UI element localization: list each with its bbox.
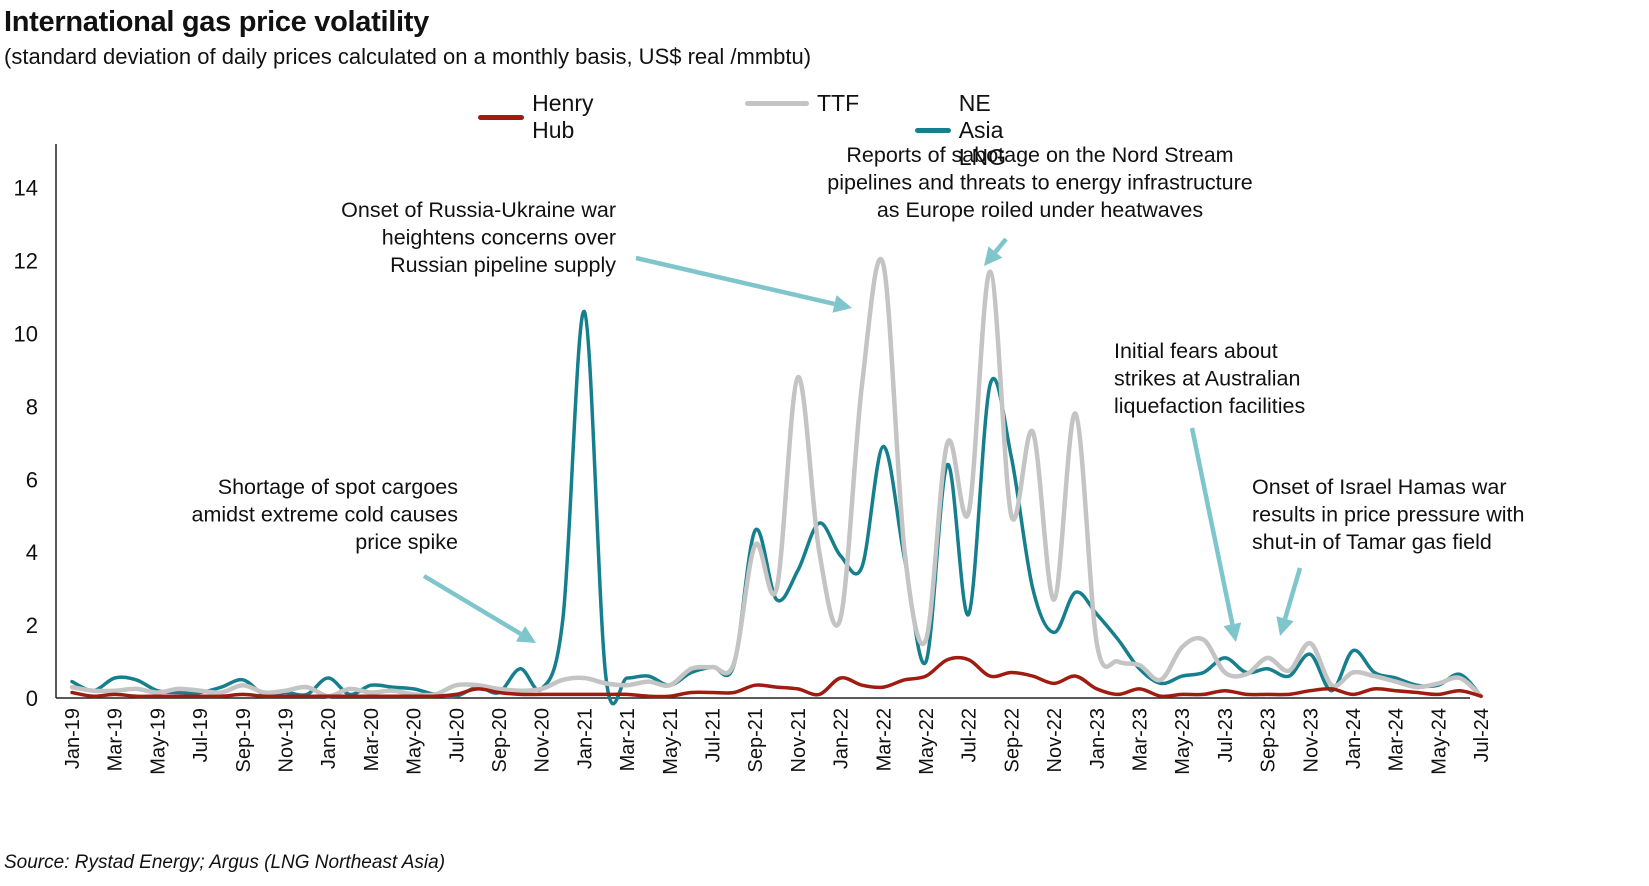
y-tick-label: 4 (26, 540, 38, 565)
x-tick-label: May-20 (404, 708, 426, 775)
legend-swatch-ne-asia-lng (915, 128, 951, 133)
arrow-nord-stream (984, 237, 1008, 266)
y-tick-label: 8 (26, 394, 38, 419)
annotation-nord-stream-line: Reports of sabotage on the Nord Stream (846, 143, 1233, 167)
x-tick-label: Jan-24 (1343, 708, 1365, 769)
ne-asia-lng-line (70, 309, 1483, 706)
ttf-line (69, 256, 1484, 699)
x-tick-label: Jan-20 (318, 708, 340, 769)
x-tick-label: Nov-22 (1044, 708, 1066, 772)
x-tick-label: Mar-21 (617, 708, 639, 771)
x-tick-label: Jul-19 (190, 708, 212, 762)
chart-title: International gas price volatility (4, 6, 429, 38)
x-tick-label: Mar-19 (105, 708, 127, 771)
legend-label-ttf: TTF (817, 90, 860, 116)
annotation-russia-ukraine-line: Onset of Russia-Ukraine war (341, 198, 616, 222)
legend-item-ne-asia-lng: NE Asia LNG (915, 90, 1034, 171)
arrow-russia-ukraine-shaft (635, 255, 835, 307)
annotation-nord-stream-line: as Europe roiled under heatwaves (877, 198, 1203, 222)
x-tick-label: Mar-22 (873, 708, 895, 771)
legend-item-henry-hub: Henry Hub (478, 90, 611, 144)
arrow-russia-ukraine (635, 255, 852, 313)
legend-swatch-ttf (745, 101, 809, 106)
x-tick-label: May-19 (147, 708, 169, 775)
x-tick-label: May-22 (916, 708, 938, 775)
x-tick-label: Jan-22 (831, 708, 853, 769)
source-note: Source: Rystad Energy; Argus (LNG Northe… (4, 852, 446, 873)
annotation-australia-strikes-line: liquefaction facilities (1114, 394, 1305, 418)
legend-item-ttf: TTF (745, 90, 859, 117)
y-tick-label: 10 (14, 322, 38, 347)
arrow-israel-hamas-head (1276, 616, 1294, 636)
arrow-nord-stream-head (984, 246, 1003, 266)
chart-subtitle: (standard deviation of daily prices calc… (4, 44, 812, 69)
x-tick-label: Jul-20 (446, 708, 468, 762)
annotation-australia-strikes-line: strikes at Australian (1114, 367, 1300, 391)
annotation-cold-spike-line: Shortage of spot cargoes (218, 475, 458, 499)
annotation-cold-spike-line: price spike (355, 530, 458, 554)
x-tick-label: Jul-23 (1215, 708, 1237, 762)
x-tick-label: Mar-23 (1130, 708, 1152, 771)
x-tick-label: Nov-19 (276, 708, 298, 772)
arrow-cold-spike-head (515, 626, 536, 643)
y-tick-label: 14 (14, 176, 38, 201)
arrow-cold-spike (422, 574, 536, 643)
x-tick-label: Jul-22 (959, 708, 981, 762)
arrow-australia-strikes (1189, 427, 1242, 642)
annotation-israel-hamas-line: results in price pressure with (1252, 503, 1524, 527)
arrow-israel-hamas (1276, 567, 1303, 636)
x-tick-label: Nov-20 (532, 708, 554, 772)
x-tick-label: Sep-22 (1001, 708, 1023, 773)
arrow-australia-strikes-head (1223, 622, 1242, 642)
annotation-israel-hamas-line: Onset of Israel Hamas war (1252, 475, 1507, 499)
x-tick-label: Mar-24 (1386, 708, 1408, 771)
y-tick-label: 0 (26, 686, 38, 711)
annotation-nord-stream-line: pipelines and threats to energy infrastr… (827, 171, 1252, 195)
arrow-nord-stream-shaft (993, 237, 1008, 254)
y-tick-label: 6 (26, 467, 38, 492)
x-tick-label: Mar-20 (361, 708, 383, 771)
arrow-cold-spike-shaft (422, 574, 522, 636)
x-tick-label: May-21 (660, 708, 682, 775)
x-tick-label: Sep-19 (233, 708, 255, 773)
legend-swatch-henry-hub (478, 114, 525, 120)
y-tick-label: 2 (26, 613, 38, 638)
legend-label-henry-hub: Henry Hub (532, 90, 594, 143)
x-tick-label: Jul-24 (1471, 708, 1493, 762)
x-tick-label: May-23 (1172, 708, 1194, 775)
x-tick-label: Jan-19 (62, 708, 84, 769)
x-tick-label: Sep-23 (1258, 708, 1280, 773)
x-tick-label: Sep-20 (489, 708, 511, 773)
y-tick-label: 12 (14, 249, 38, 274)
x-tick-label: Jan-21 (574, 708, 596, 769)
henry-hub-line (70, 655, 1483, 699)
annotation-australia-strikes-line: Initial fears about (1114, 339, 1278, 363)
annotation-russia-ukraine-line: Russian pipeline supply (390, 253, 616, 277)
x-tick-label: Nov-23 (1300, 708, 1322, 772)
x-tick-label: Nov-21 (788, 708, 810, 772)
x-tick-label: Sep-21 (745, 708, 767, 773)
x-tick-label: May-24 (1428, 708, 1450, 775)
annotation-israel-hamas-line: shut-in of Tamar gas field (1252, 530, 1492, 554)
x-tick-label: Jul-21 (703, 708, 725, 762)
x-tick-label: Jan-23 (1087, 708, 1109, 769)
arrow-australia-strikes-shaft (1189, 427, 1235, 625)
annotation-cold-spike-line: amidst extreme cold causes (192, 503, 458, 527)
arrow-russia-ukraine-head (832, 295, 852, 313)
annotation-russia-ukraine-line: heightens concerns over (382, 226, 616, 250)
arrow-israel-hamas-shaft (1282, 567, 1303, 620)
legend-label-ne-asia-lng: NE Asia LNG (958, 90, 1006, 170)
